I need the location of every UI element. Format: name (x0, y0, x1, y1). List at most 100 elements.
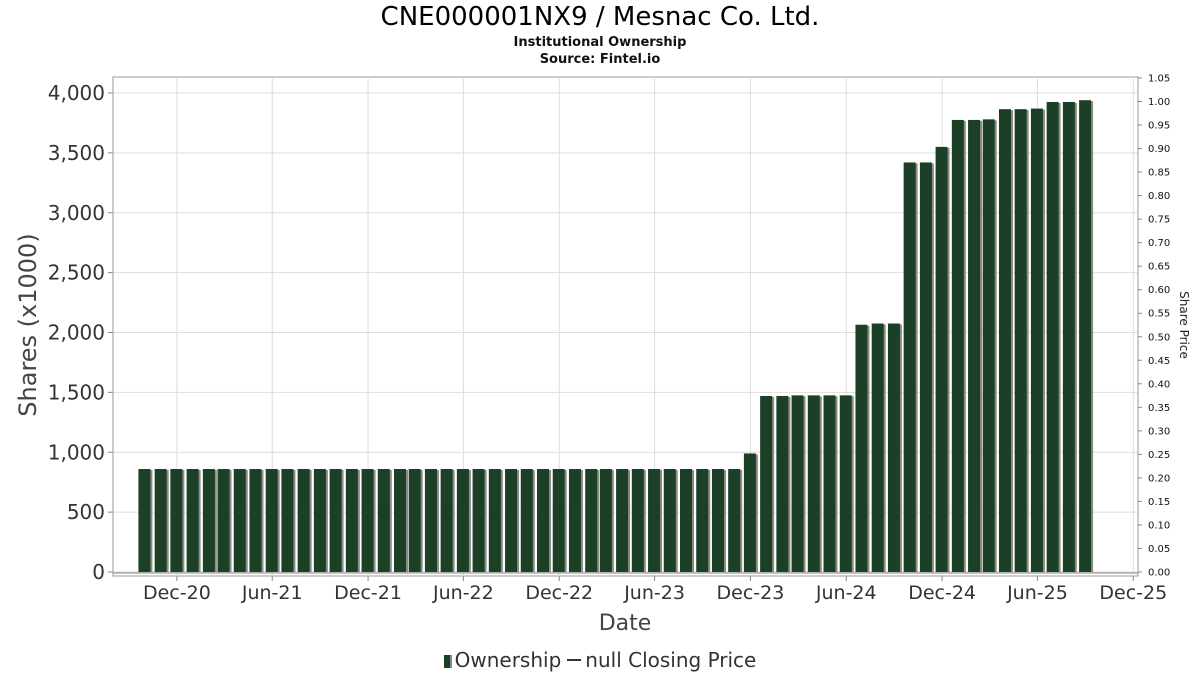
bar (823, 395, 836, 572)
x-tick-label: Jun-21 (241, 582, 303, 604)
y2-tick-label: 0.20 (1148, 473, 1170, 484)
legend-price-label: null Closing Price (585, 648, 757, 672)
y2-tick-label: 0.70 (1148, 238, 1170, 249)
bar (1030, 108, 1043, 572)
y-tick-label: 2,500 (48, 261, 105, 285)
y2-tick-label: 0.60 (1148, 285, 1170, 296)
bar (998, 109, 1011, 572)
x-tick-label: Jun-24 (815, 582, 877, 604)
y-tick-label: 1,000 (48, 440, 105, 464)
bar (265, 469, 278, 572)
bar (186, 469, 199, 572)
bar (696, 469, 709, 572)
bar (951, 119, 964, 572)
bar-series (138, 100, 1094, 572)
bar (919, 162, 932, 572)
y2-tick-label: 0.05 (1148, 544, 1170, 555)
bar (871, 323, 884, 572)
bar (1046, 101, 1059, 572)
y-tick-label: 2,000 (48, 321, 105, 345)
bar (424, 469, 437, 572)
bar (138, 469, 151, 572)
chart-source: Source: Fintel.io (539, 52, 661, 67)
y2-tick-label: 0.85 (1148, 168, 1170, 179)
legend: Ownership null Closing Price (0, 648, 1200, 672)
bar (648, 469, 661, 572)
bar (377, 469, 390, 572)
bar (728, 469, 741, 572)
bar (887, 323, 900, 572)
bar (568, 469, 581, 572)
bar (807, 395, 820, 572)
chart-title: CNE000001NX9 / Mesnac Co. Ltd. (380, 2, 820, 32)
x-tick-label: Jun-25 (1006, 582, 1068, 604)
legend-bar-swatch (443, 655, 452, 668)
bar (631, 469, 644, 572)
y2-tick-label: 1.00 (1148, 97, 1170, 108)
y-tick-label: 0 (92, 560, 105, 584)
bar (679, 469, 692, 572)
y-tick-label: 500 (67, 500, 105, 524)
bar (663, 469, 676, 572)
bar (855, 324, 868, 572)
bar (968, 119, 981, 572)
y2-axis: 0.00 0.05 0.10 0.15 0.20 0.25 0.30 0.35 0.40 0.45… (1137, 74, 1170, 579)
y2-tick-label: 1.05 (1148, 74, 1170, 85)
bar (552, 469, 565, 572)
bar (1079, 100, 1092, 572)
bar (297, 469, 310, 572)
x-tick-label: Jun-23 (623, 582, 685, 604)
bar (505, 469, 518, 572)
bar (394, 469, 407, 572)
bar (743, 453, 756, 572)
bar (982, 119, 995, 572)
y2-tick-label: 0.00 (1148, 568, 1170, 579)
x-tick-label: Dec-25 (1099, 582, 1167, 604)
bar (776, 395, 789, 572)
bar (1014, 109, 1027, 572)
bar (839, 395, 852, 572)
bar (408, 469, 421, 572)
bar (760, 395, 773, 572)
y2-tick-label: 0.45 (1148, 356, 1170, 367)
y2-tick-label: 0.30 (1148, 426, 1170, 437)
bar (361, 469, 374, 572)
x-tick-label: Dec-21 (334, 582, 402, 604)
legend-ownership-label: Ownership (454, 648, 562, 672)
bar (217, 469, 230, 572)
x-tick-label: Dec-20 (143, 582, 211, 604)
y-tick-label: 3,000 (48, 201, 105, 225)
y2-tick-label: 0.50 (1148, 332, 1170, 343)
y-axis-label: Shares (x1000) (14, 233, 42, 416)
y-tick-label: 3,500 (48, 141, 105, 165)
y-tick-label: 4,000 (48, 81, 105, 105)
bar (154, 469, 167, 572)
x-tick-label: Dec-23 (717, 582, 785, 604)
y2-tick-label: 0.95 (1148, 121, 1170, 132)
bar (233, 469, 246, 572)
bar (281, 469, 294, 572)
bar (440, 469, 453, 572)
y-tick-label: 1,500 (48, 380, 105, 404)
y2-tick-label: 0.55 (1148, 309, 1170, 320)
bar (935, 146, 948, 572)
bar (1062, 101, 1075, 572)
x-axis-label: Date (599, 611, 652, 636)
bar (456, 469, 469, 572)
bar (711, 469, 724, 572)
y2-tick-label: 0.65 (1148, 262, 1170, 273)
bar (329, 469, 342, 572)
bar (472, 469, 485, 572)
y2-tick-label: 0.35 (1148, 403, 1170, 414)
bar (202, 469, 215, 572)
legend-line-swatch (567, 659, 582, 661)
bar (599, 469, 612, 572)
bar (249, 469, 262, 572)
bar (488, 469, 501, 572)
bar (537, 469, 550, 572)
bar (616, 469, 629, 572)
bar (520, 469, 533, 572)
y2-tick-label: 0.10 (1148, 520, 1170, 531)
y2-tick-label: 0.80 (1148, 191, 1170, 202)
